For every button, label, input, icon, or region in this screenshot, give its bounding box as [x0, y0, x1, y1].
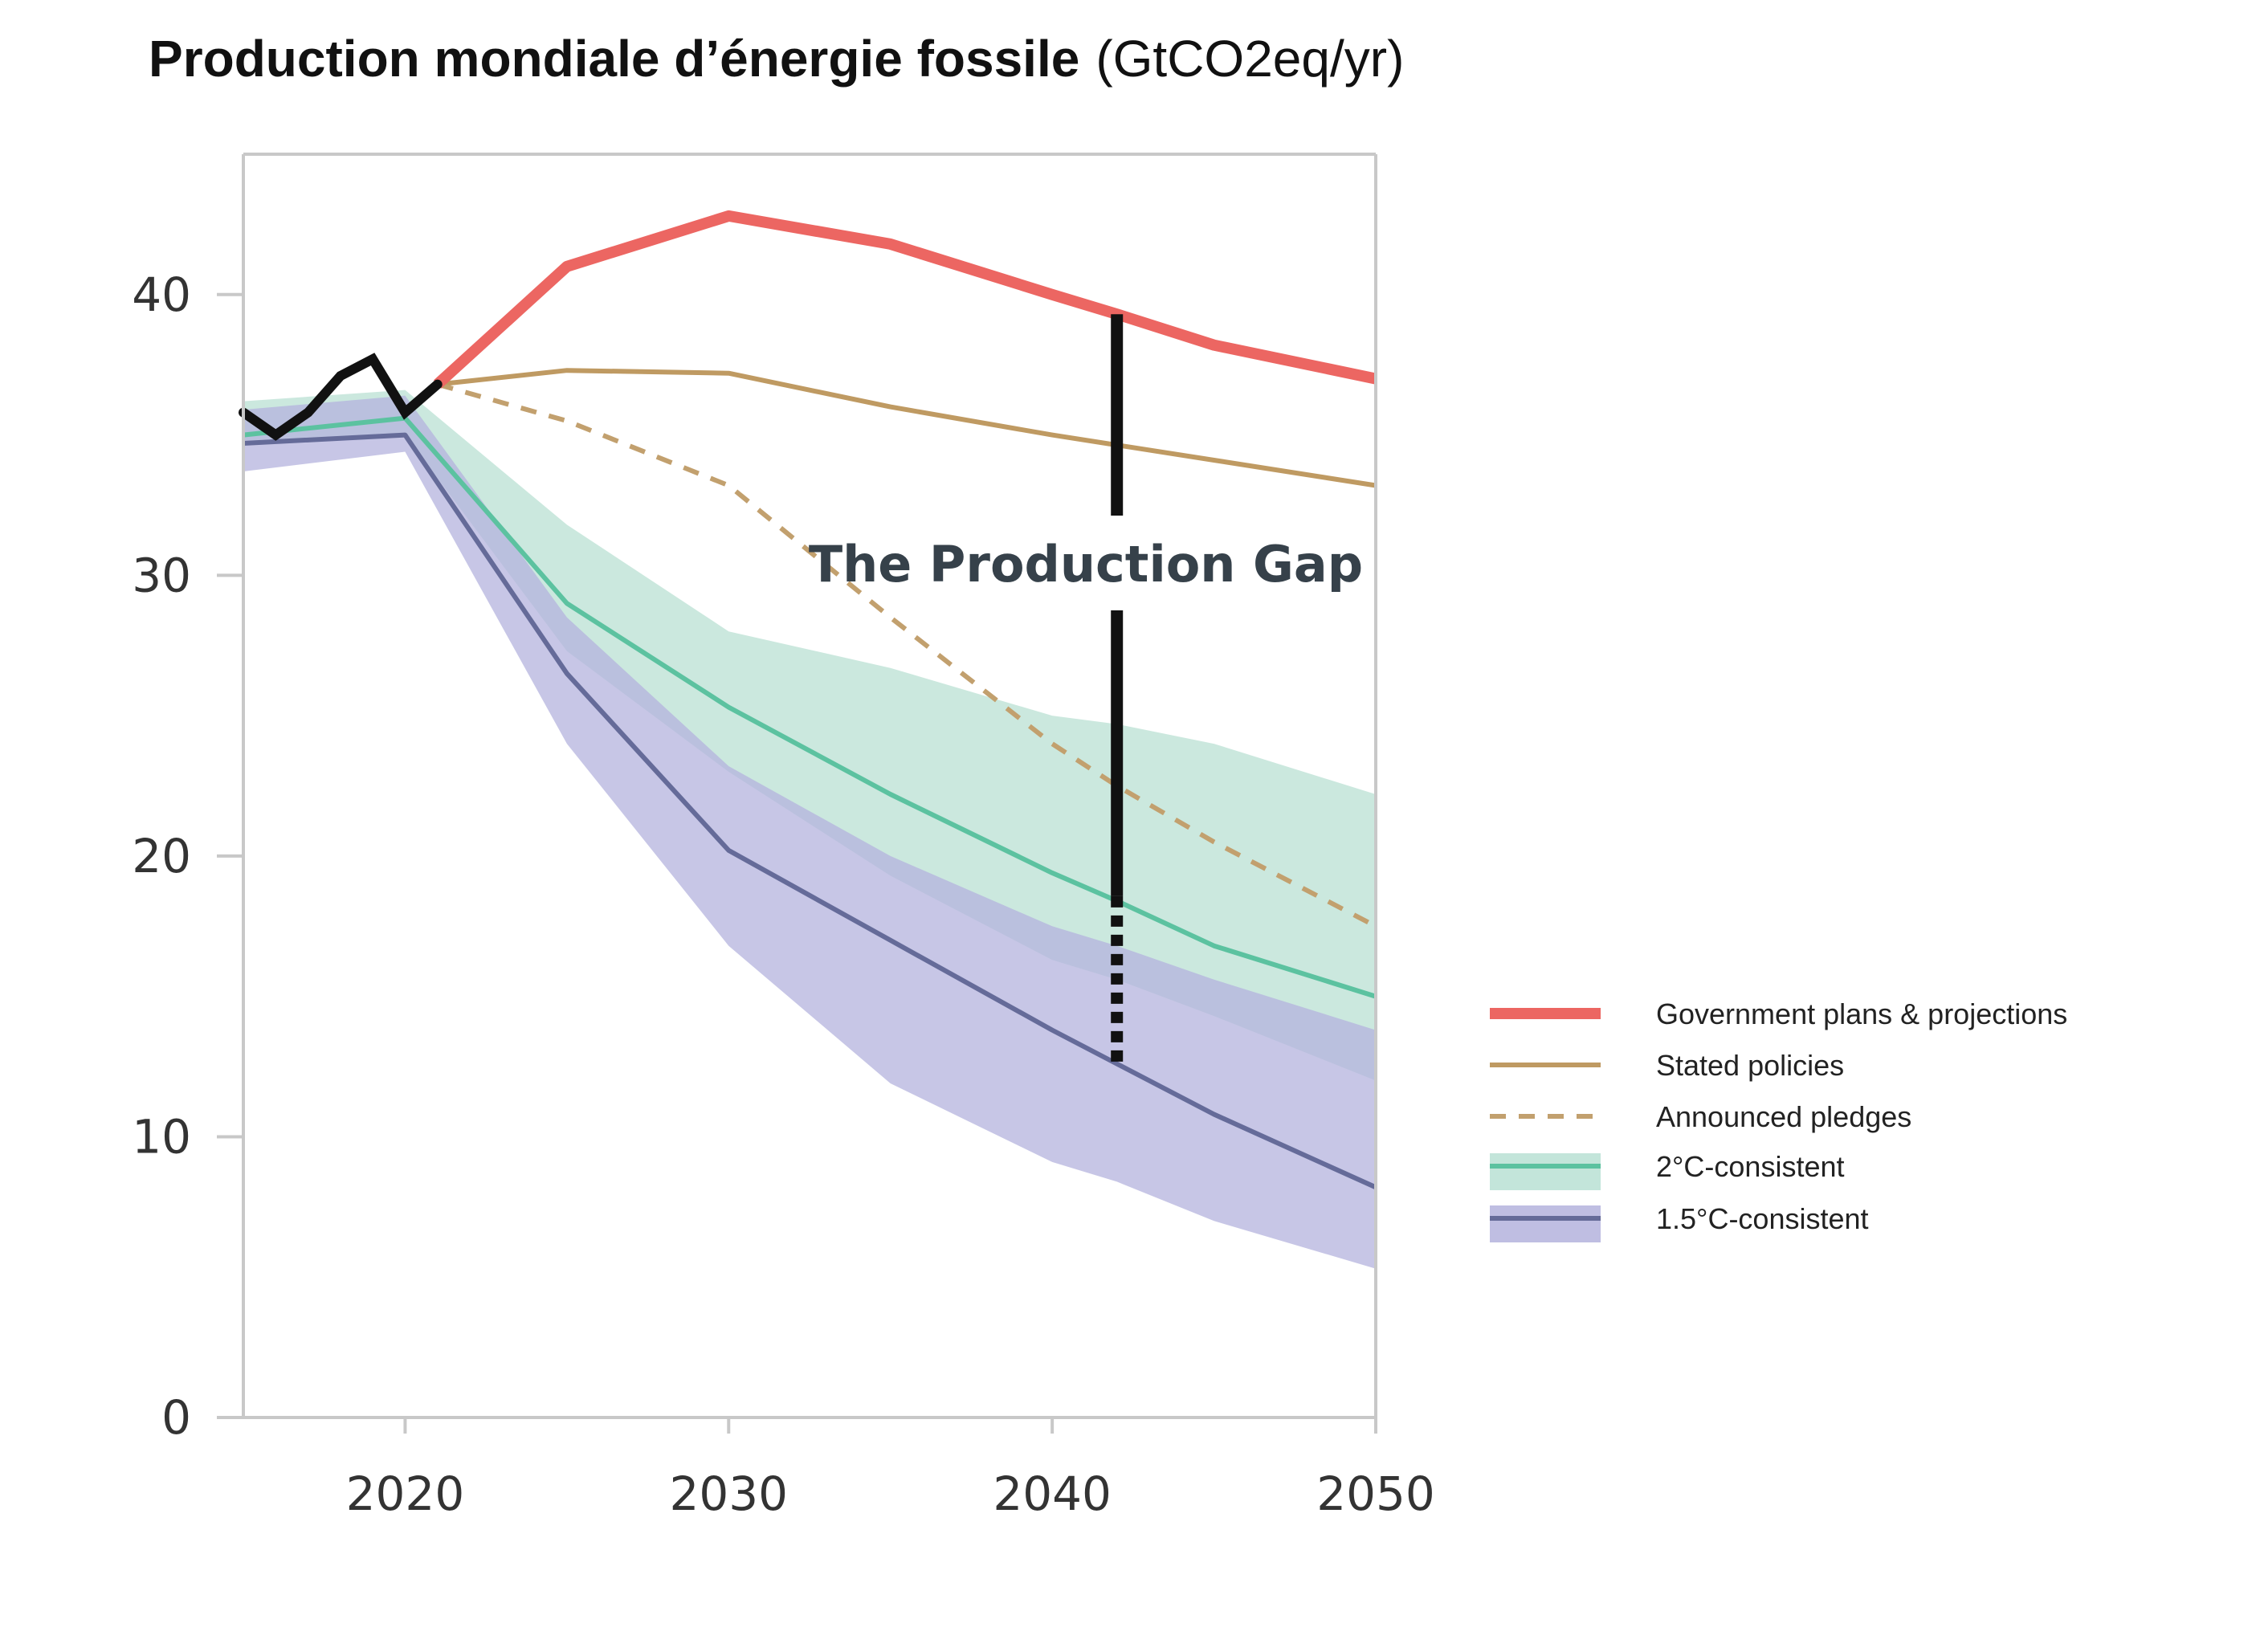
line-historical: [239, 353, 443, 441]
chart-title-main: Production mondiale d’énergie fossile: [149, 30, 1079, 88]
line-announced-pledges: [436, 381, 1377, 928]
x-tick-label: 2050: [1316, 1466, 1435, 1521]
line-2c-consistent: [243, 415, 1377, 999]
x-tick-label: 2020: [346, 1466, 465, 1521]
legend-pledges-label: Announced pledges: [1656, 1100, 1911, 1133]
y-tick-label: 10: [132, 1109, 191, 1164]
confidence-bands: [243, 390, 1376, 1269]
y-tick-label: 30: [132, 548, 191, 602]
y-tick-label: 40: [132, 267, 191, 322]
legend-2c-swatch-band: [1490, 1153, 1601, 1190]
y-tick-label: 20: [132, 829, 191, 883]
chart-title: Production mondiale d’énergie fossile (G…: [149, 30, 1404, 88]
chart-title-unit: (GtCO2eq/yr): [1095, 30, 1404, 88]
legend-stated-label: Stated policies: [1656, 1049, 1844, 1082]
legend: Government plans & projections Stated pol…: [1490, 997, 2067, 1242]
x-tick-label: 2030: [669, 1466, 788, 1521]
line-1-5c-consistent: [243, 432, 1377, 1190]
y-tick-label: 0: [161, 1390, 191, 1445]
production-gap-label: The Production Gap: [809, 535, 1363, 593]
legend-2c-label: 2°C-consistent: [1656, 1150, 1845, 1183]
legend-1-5c-label: 1.5°C-consistent: [1656, 1202, 1869, 1235]
series-lines: [239, 210, 1377, 1190]
line-stated-policies: [437, 368, 1377, 488]
production-gap: The Production Gap: [809, 314, 1363, 1064]
legend-1-5c-swatch-band: [1490, 1205, 1601, 1242]
legend-government-label: Government plans & projections: [1656, 997, 2067, 1030]
line-government-plans: [433, 210, 1377, 389]
x-tick-label: 2040: [993, 1466, 1112, 1521]
